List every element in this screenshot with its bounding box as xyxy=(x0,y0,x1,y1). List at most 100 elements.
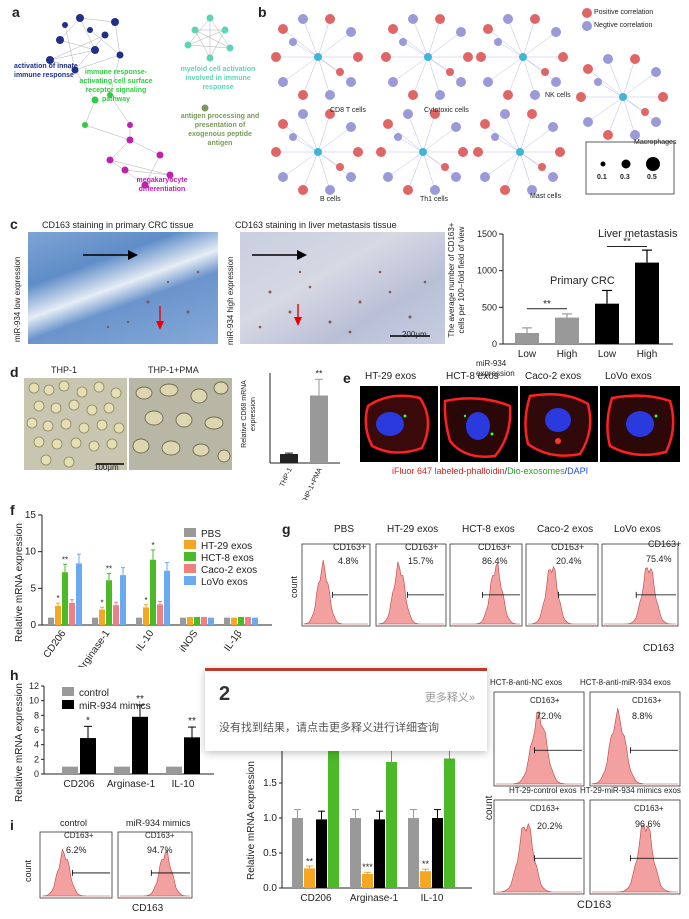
f-xtick-label: IL-1β xyxy=(222,628,244,653)
k-title-anti-nc: HCT-8-anti-NC exos xyxy=(490,678,563,687)
c-img2-title: CD163 staining in liver metastasis tissu… xyxy=(235,220,397,230)
c-side-high: miR-934 high expression xyxy=(226,256,235,346)
f-sig-label: ** xyxy=(106,565,112,574)
f-sig-label: * xyxy=(56,594,59,603)
h-xtick-label: CD206 xyxy=(63,779,95,790)
g-value-ht29: 15.7% xyxy=(408,556,434,566)
g-plot-frame xyxy=(375,543,447,627)
k-value-anti-mir934: 8.8% xyxy=(632,711,653,721)
g-histogram xyxy=(452,562,520,625)
go-label-myeloid-activation: myeloid cell activation involved in immu… xyxy=(180,66,256,91)
c-scale-bar-label: 200μm xyxy=(402,330,427,339)
c-xlabel-prefix: miR-934 expression xyxy=(476,359,515,378)
g-xlabel: CD163 xyxy=(643,643,675,654)
c-bar-chart: 0 500 1000 1500 Low High Low High ** ** xyxy=(477,229,673,360)
f-bar xyxy=(76,563,82,625)
f-legend-lovo: LoVo exos xyxy=(184,576,257,588)
f-bar xyxy=(99,609,105,625)
popup-message: 没有找到结果，请点击更多释义进行详细查询 xyxy=(219,722,439,734)
c-side-low: miR-934 low expression xyxy=(13,256,22,342)
f-ytick-label: 0 xyxy=(30,620,36,631)
j-ytick-label: 1.5 xyxy=(263,778,277,789)
g-gate-ht29: CD163+ xyxy=(405,542,439,552)
j-bar xyxy=(328,748,339,888)
k-xlabel: CD163 xyxy=(577,899,612,911)
g-flow-panel xyxy=(298,530,684,638)
c-ylabel: The average number of CD163+ cells per 1… xyxy=(447,222,466,338)
f-legend-hct8: HCT-8 exos xyxy=(184,552,257,564)
h-ytick-label: 10 xyxy=(29,696,39,706)
c-ytick-label: 0 xyxy=(492,339,497,349)
i-value-control: 6.2% xyxy=(66,845,87,855)
f-legend-caco2: Caco-2 exos xyxy=(184,564,257,576)
d-bar xyxy=(280,454,298,463)
f-bar xyxy=(92,617,98,625)
network-label-mast: Mast cells xyxy=(530,193,562,200)
f-bar xyxy=(187,616,193,625)
c-xtick-label: Low xyxy=(518,349,537,360)
h-legend-control: control xyxy=(62,687,151,700)
size-legend-0.5: 0.5 xyxy=(647,174,657,181)
f-bar xyxy=(201,616,207,625)
f-bar xyxy=(120,575,126,625)
f-bar xyxy=(238,616,244,625)
h-legend: control miR-934 mimics xyxy=(62,687,151,713)
micrograph-thp1-pma xyxy=(129,378,232,470)
c-ytick-label: 500 xyxy=(482,302,497,312)
j-bar xyxy=(408,818,419,888)
go-label-megakaryocyte: megakaryocyte differentiation xyxy=(136,177,188,193)
e-caption-dapi: DAPI xyxy=(567,466,589,476)
f-bar xyxy=(231,617,237,625)
fluorescence-hct8 xyxy=(440,386,518,462)
f-sig-label: * xyxy=(151,541,154,550)
legend-positive-correlation: Positive correlation xyxy=(594,9,654,16)
f-xtick-label: IL-10 xyxy=(134,628,156,653)
k-value-ht29-mimics: 96.6% xyxy=(635,819,661,829)
panel-label-g: g xyxy=(282,521,291,537)
h-ytick-label: 2 xyxy=(34,754,39,764)
h-ytick-label: 4 xyxy=(34,740,39,750)
e-caption-sep1: / xyxy=(504,466,508,476)
c-bar xyxy=(635,262,659,344)
h-bar-chart: 0 2 4 6 8 10 12 * CD206 ** Arginase-1 ** IL-10 xyxy=(29,681,214,790)
i-title-control: control xyxy=(60,818,88,828)
legend-negative-correlation: Negtive correlation xyxy=(594,22,653,29)
h-ytick-label: 8 xyxy=(34,710,39,720)
g-gate-hct8: CD163+ xyxy=(478,542,512,552)
f-ytick-label: 15 xyxy=(25,510,37,521)
f-ytick-label: 10 xyxy=(25,547,37,558)
g-histogram xyxy=(528,565,596,625)
g-histogram xyxy=(377,561,444,625)
i-gate-mimics: CD163+ xyxy=(145,831,175,840)
j-ytick-label: 1.0 xyxy=(263,813,277,824)
g-value-pbs: 4.8% xyxy=(338,556,359,566)
d-xtick-label: THP-1 xyxy=(279,467,294,488)
fluorescence-lovo xyxy=(600,386,680,462)
panel-label-b: b xyxy=(258,4,267,20)
e-title-caco2: Caco-2 exos xyxy=(525,371,582,382)
j-ylabel: Relative mRNA expression xyxy=(246,761,257,880)
d-img1-title: THP-1 xyxy=(51,365,78,375)
j-xtick-label: IL-10 xyxy=(421,893,444,904)
go-label-receptor-signaling: immune response-activating cell surface … xyxy=(79,69,153,103)
j-ytick-label: 0.5 xyxy=(263,848,277,859)
h-bar xyxy=(80,738,96,774)
dictionary-popup[interactable]: 2 更多释义» 没有找到结果，请点击更多释义进行详细查询 xyxy=(205,668,487,751)
g-histogram xyxy=(604,567,676,625)
g-value-caco2: 20.4% xyxy=(556,556,582,566)
more-definitions-link[interactable]: 更多释义» xyxy=(424,692,475,704)
k-gate-anti-mir934: CD163+ xyxy=(632,696,662,705)
f-bar xyxy=(194,616,200,625)
h-bar xyxy=(62,766,78,774)
d-sig-label: ** xyxy=(315,368,323,378)
f-bar xyxy=(143,607,149,625)
h-bar xyxy=(132,716,148,774)
g-gate-pbs: CD163+ xyxy=(333,542,367,552)
c-xtick-label: High xyxy=(637,349,658,360)
k-title-ht29-mimics: HT-29-miR-934 mimics exos xyxy=(580,786,681,795)
c-sig-label: ** xyxy=(623,236,631,247)
panel-label-f: f xyxy=(10,502,15,518)
micrograph-liver-metastasis xyxy=(240,232,445,344)
panel-label-a: a xyxy=(12,4,20,20)
